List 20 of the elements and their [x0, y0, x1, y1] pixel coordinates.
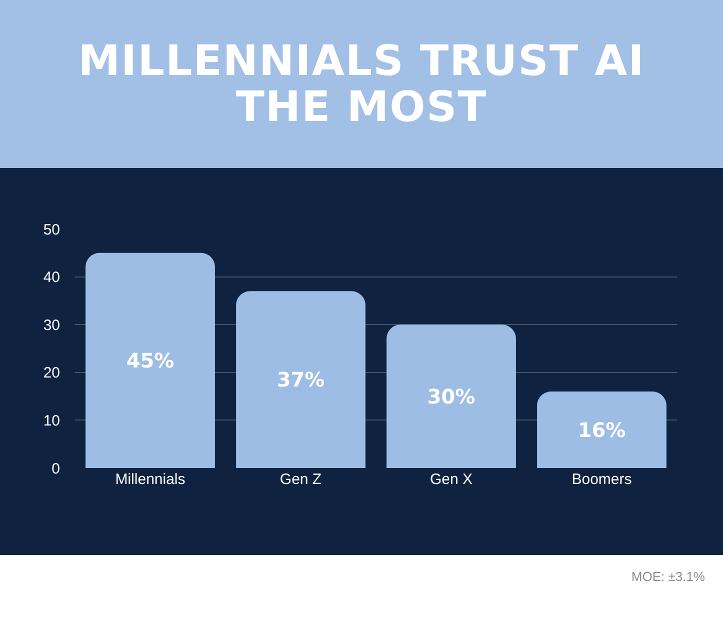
bar [86, 252, 215, 468]
y-tick-label: 50 [43, 221, 60, 238]
data-label: 37% [276, 368, 325, 392]
text: MOE: ±3.1% [631, 569, 705, 584]
bar [386, 324, 516, 468]
y-tick-label: 30 [43, 316, 60, 334]
chart-title: MILLENNIALS TRUST AI THE MOST [77, 36, 646, 131]
y-tick-label: 10 [43, 412, 60, 430]
x-tick-label: Boomers [572, 471, 632, 488]
x-tick-label: Gen Z [280, 471, 322, 488]
data-label: 45% [126, 348, 174, 372]
bar [236, 291, 366, 468]
y-tick-label: 20 [43, 364, 60, 382]
y-tick-label: 40 [43, 269, 60, 286]
y-tick-label: 0 [52, 460, 60, 478]
x-tick-label: Millennials [115, 471, 186, 488]
bar [537, 392, 666, 468]
data-label: 16% [578, 418, 626, 442]
x-tick-label: Gen X [430, 471, 473, 488]
data-label: 30% [427, 384, 476, 408]
